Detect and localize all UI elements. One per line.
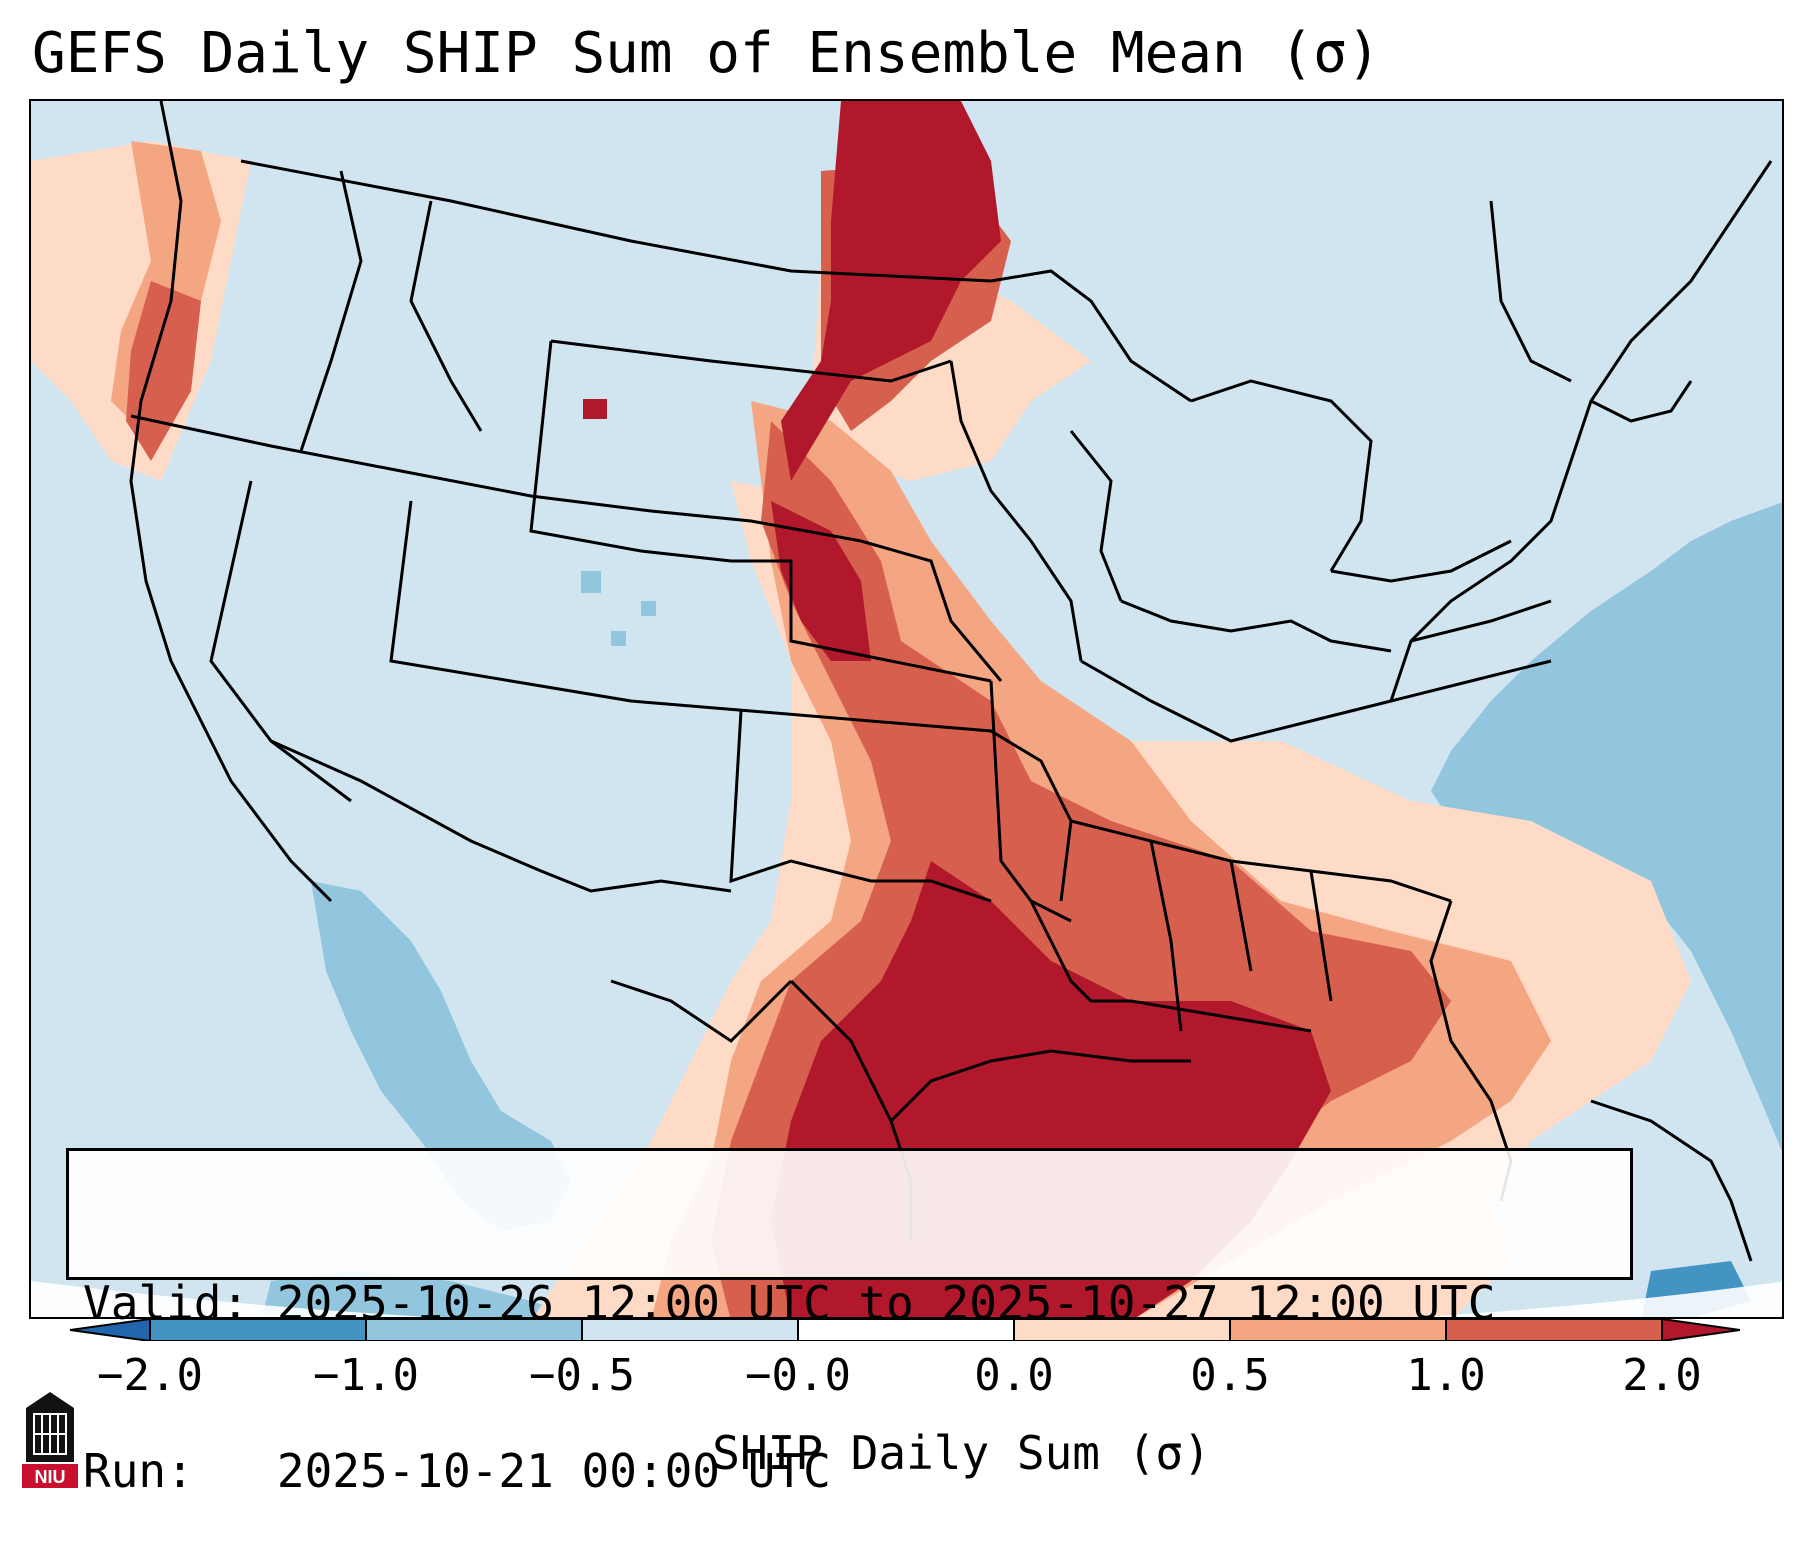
colorbar-tick: −1.0 — [313, 1350, 419, 1401]
colorbar-tick: −0.0 — [745, 1350, 851, 1401]
colorbar-tick: 1.0 — [1406, 1350, 1486, 1401]
colorbar-ticks: −2.0 −1.0 −0.5 −0.0 0.0 0.5 1.0 2.0 — [0, 1350, 1803, 1410]
colorbar-tick: 0.0 — [974, 1350, 1054, 1401]
colorbar-bin — [582, 1319, 798, 1341]
logo-text: NIU — [35, 1467, 66, 1487]
colorbar-bin — [798, 1319, 1014, 1341]
map-title: GEFS Daily SHIP Sum of Ensemble Mean (σ) — [32, 21, 1381, 86]
colorbar-bin — [1014, 1319, 1230, 1341]
colorbar-extend-low — [70, 1319, 150, 1341]
run-label: Run: — [83, 1444, 194, 1498]
run-value: 2025-10-21 00:00 UTC — [276, 1444, 831, 1498]
colorbar-tick: −0.5 — [529, 1350, 635, 1401]
colorbar-bin — [1230, 1319, 1446, 1341]
colorbar-extend-high — [1662, 1319, 1740, 1341]
colorbar-bin — [366, 1319, 582, 1341]
map-canvas — [31, 101, 1782, 1317]
map-panel — [29, 99, 1784, 1319]
state-borders — [129, 101, 1773, 1262]
colorbar-tick: 0.5 — [1190, 1350, 1270, 1401]
colorbar-bin — [1446, 1319, 1662, 1341]
info-box: Valid: 2025-10-26 12:00 UTC to 2025-10-2… — [66, 1148, 1633, 1498]
atlantic-negative-area — [1431, 502, 1782, 1152]
niu-logo: NIU — [22, 1392, 78, 1488]
colorbar — [70, 1319, 1740, 1341]
colorbar-tick: 2.0 — [1622, 1350, 1702, 1401]
colorbar-tick: −2.0 — [97, 1350, 203, 1401]
colorbar-label: SHIP Daily Sum (σ) — [712, 1426, 1211, 1480]
mexico-negative-area — [311, 881, 571, 1231]
north-plains-extreme — [781, 101, 1001, 481]
colorbar-bin — [150, 1319, 366, 1341]
